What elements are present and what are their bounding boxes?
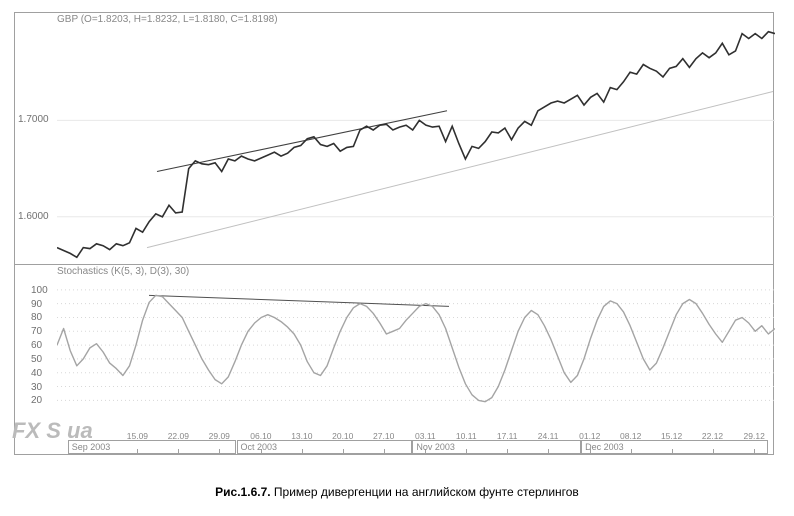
stoch-ytick-label: 70 [31, 326, 42, 337]
price-svg [57, 24, 775, 265]
price-ytick-label: 1.7000 [18, 114, 49, 125]
month-box: Oct 2003 [237, 440, 413, 454]
stoch-svg [57, 276, 775, 428]
stoch-ytick-label: 30 [31, 382, 42, 393]
stoch-ytick-label: 90 [31, 299, 42, 310]
chart-container: GBP (O=1.8203, H=1.8232, L=1.8180, C=1.8… [14, 12, 774, 455]
stoch-plot [57, 276, 773, 426]
figure-caption: Рис.1.6.7. Пример дивергенции на английс… [0, 485, 794, 499]
month-box: Sep 2003 [68, 440, 237, 454]
month-box: Nov 2003 [412, 440, 581, 454]
date-axis: 15.0922.0929.0906.1013.1020.1027.1003.11… [15, 426, 773, 454]
watermark: FX S ua [12, 418, 93, 444]
caption-text: Пример дивергенции на английском фунте с… [271, 485, 579, 499]
caption-bold: Рис.1.6.7. [215, 485, 270, 499]
stoch-ytick-label: 50 [31, 354, 42, 365]
stoch-ytick-label: 20 [31, 395, 42, 406]
stoch-ytick-label: 40 [31, 368, 42, 379]
price-plot [57, 24, 773, 264]
month-box: Dec 2003 [581, 440, 768, 454]
price-ytick-label: 1.6000 [18, 211, 49, 222]
price-panel: GBP (O=1.8203, H=1.8232, L=1.8180, C=1.8… [15, 13, 773, 265]
stoch-ytick-label: 80 [31, 312, 42, 323]
stoch-ytick-label: 60 [31, 340, 42, 351]
stoch-panel: Stochastics (K(5, 3), D(3), 30) 20304050… [15, 265, 773, 426]
stoch-ytick-label: 100 [31, 285, 48, 296]
